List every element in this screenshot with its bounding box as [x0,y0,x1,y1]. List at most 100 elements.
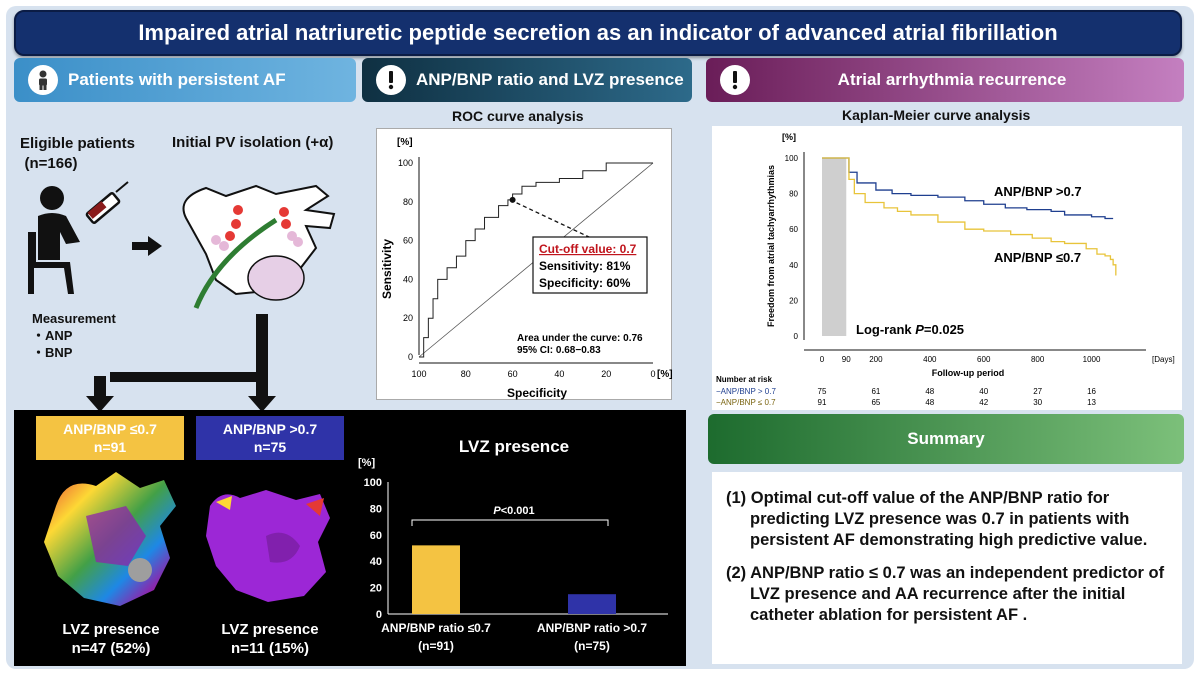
km-curve-low-ratio [822,157,1117,276]
group-high-badge: ANP/BNP >0.7 n=75 [196,416,344,460]
roc-cutoff-box [532,236,648,294]
bar-category-n: (n=91) [418,639,454,653]
km-x-tick-label: 200 [869,355,883,364]
km-x-axis-label: Follow-up period [932,368,1005,378]
km-y-tick-label: 20 [789,296,798,305]
roc-x-tick-label: 20 [601,369,611,379]
section-header-patients: Patients with persistent AF [14,58,356,102]
risk-row-label: −ANP/BNP > 0.7 [716,387,776,396]
procedure-label: Initial PV isolation (+α) [172,134,334,151]
roc-x-tick-label: 60 [508,369,518,379]
bar-y-tick-label: 80 [370,503,382,515]
roc-y-tick-label: 20 [403,313,413,323]
exclamation-icon [376,65,406,95]
roc-y-tick-label: 40 [403,274,413,284]
bar-y-tick-label: 40 [370,556,382,568]
km-x-tick-label: 90 [842,355,851,364]
left-atrium-illustration [182,184,336,309]
bar-category-n: (n=75) [574,639,610,653]
risk-table-value: 48 [925,387,934,396]
roc-y-tick-label: 60 [403,236,413,246]
measurement-block: Measurement ・ANP ・BNP [32,311,116,360]
km-y-tick-label: 0 [794,332,799,341]
bar-chart-title: LVZ presence [459,437,569,456]
summary-point-2: (2) ANP/BNP ratio ≤ 0.7 was an independe… [726,564,1165,624]
arrow-right-icon [132,236,162,256]
km-y-unit: [%] [782,132,796,142]
km-y-tick-label: 100 [785,154,799,163]
km-legend-high: ANP/BNP >0.7 [994,184,1082,199]
risk-table-value: 42 [979,398,988,407]
voltage-map-low-ratio [44,472,176,606]
flow-arrows [86,314,276,412]
bar-category-label: ANP/BNP ratio >0.7 [537,621,647,635]
roc-x-axis-label: Specificity [507,386,567,400]
km-y-tick-label: 40 [789,261,798,270]
bar-y-tick-label: 20 [370,583,382,595]
lvz-low-caption: LVZ presence n=47 (52%) [62,621,160,657]
section-header-ratio: ANP/BNP ratio and LVZ presence [362,58,692,102]
roc-cutoff-point [509,196,516,203]
roc-ci-label: 95% CI: 0.68−0.83 [517,345,601,356]
summary-box: (1) Optimal cut-off value of the ANP/BNP… [712,472,1182,664]
exclamation-icon [720,65,750,95]
summary-header: Summary [708,414,1184,464]
risk-table-value: 40 [979,387,988,396]
roc-x-tick-label: 80 [461,369,471,379]
roc-auc-label: Area under the curve: 0.76 [517,333,643,344]
roc-x-tick-label: 100 [411,369,426,379]
person-icon [28,65,58,95]
km-legend-low: ANP/BNP ≤0.7 [994,250,1081,265]
risk-row-label: −ANP/BNP ≤ 0.7 [716,398,776,407]
summary-point-1: (1) Optimal cut-off value of the ANP/BNP… [726,489,1148,549]
patient-blood-draw-illustration [28,181,129,294]
roc-x-tick-label: 0 [650,369,655,379]
km-x-tick-label: 600 [977,355,991,364]
km-title: Kaplan-Meier curve analysis [842,107,1031,123]
roc-chart-panel: [%] 100 80 60 40 20 0 100 80 60 40 20 0 [%] Sensitivit… [376,128,673,400]
km-x-tick-label: 400 [923,355,937,364]
km-y-tick-label: 80 [789,190,798,199]
roc-title: ROC curve analysis [452,108,584,124]
km-logrank-label: Log-rank P=0.025 [856,322,964,337]
lvz-panel: ANP/BNP ≤0.7 n=91 ANP/BNP >0.7 n=75 LVZ … [14,410,686,666]
bar-significance-bracket [411,519,609,526]
lvz-bar-chart: LVZ presence [%] 100 80 60 40 20 0 P<0.001 ANP/BN… [358,437,668,653]
km-blanking-period [822,158,847,336]
infographic: Impaired atrial natriuretic peptide secr… [6,6,1194,669]
km-curve-high-ratio [822,157,1114,220]
risk-table-value: 75 [818,387,827,396]
risk-table-value: 91 [818,398,827,407]
bar-p-value-label: P<0.001 [493,505,534,517]
km-y-tick-label: 60 [789,225,798,234]
km-x-tick-label: 1000 [1083,355,1101,364]
bar-high-ratio [568,594,616,614]
km-y-axis-label: Freedom from atrial tachyarrhythmias [766,165,776,327]
km-chart-panel: [%] 100 80 60 40 20 0 0 90 200 400 600 800 1000 [Days]… [712,126,1182,410]
voltage-map-high-ratio [206,490,330,602]
roc-specificity-label: Specificity: 60% [539,276,631,290]
section-header-recurrence: Atrial arrhythmia recurrence [706,58,1184,102]
risk-table-value: 48 [925,398,934,407]
km-x-tick-label: 0 [820,355,825,364]
roc-y-tick-label: 100 [398,158,413,168]
roc-y-axis-label: Sensitivity [380,239,394,299]
roc-y-unit: [%] [397,137,413,148]
km-x-unit: [Days] [1152,355,1175,364]
roc-x-unit: [%] [657,369,673,380]
group-low-badge: ANP/BNP ≤0.7 n=91 [36,416,184,460]
roc-x-tick-label: 40 [554,369,564,379]
bar-y-tick-label: 60 [370,530,382,542]
bar-y-unit: [%] [358,457,375,469]
risk-table-value: 13 [1087,398,1096,407]
roc-sensitivity-label: Sensitivity: 81% [539,259,631,273]
eligible-patients-label: Eligible patients (n=166) [20,135,136,172]
bar-y-tick-label: 100 [364,477,382,489]
risk-table-value: 30 [1033,398,1042,407]
risk-table-value: 27 [1033,387,1042,396]
roc-y-tick-label: 80 [403,197,413,207]
risk-table-value: 61 [871,387,880,396]
roc-cutoff-pointer [516,202,590,238]
roc-y-tick-label: 0 [408,352,413,362]
